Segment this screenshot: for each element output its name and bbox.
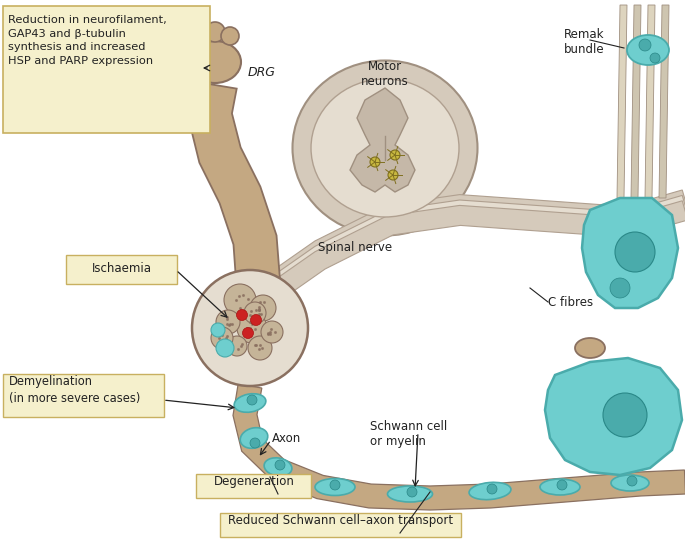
Circle shape <box>603 393 647 437</box>
Circle shape <box>247 395 257 405</box>
Ellipse shape <box>611 475 649 491</box>
Ellipse shape <box>469 482 511 500</box>
Circle shape <box>221 27 239 45</box>
Text: Axon: Axon <box>272 431 301 444</box>
Circle shape <box>248 336 272 360</box>
Circle shape <box>236 309 247 320</box>
Polygon shape <box>631 5 641 198</box>
Circle shape <box>615 232 655 272</box>
Ellipse shape <box>292 61 477 236</box>
Circle shape <box>388 170 398 180</box>
Text: Demyelination
(in more severe cases): Demyelination (in more severe cases) <box>9 375 140 405</box>
Circle shape <box>557 480 567 490</box>
Circle shape <box>237 313 267 343</box>
Circle shape <box>407 487 417 497</box>
Polygon shape <box>545 358 682 475</box>
Text: Degeneration: Degeneration <box>214 475 295 488</box>
Ellipse shape <box>311 79 459 217</box>
Ellipse shape <box>240 428 268 448</box>
Circle shape <box>244 302 266 324</box>
Circle shape <box>650 53 660 63</box>
Ellipse shape <box>540 479 580 495</box>
Circle shape <box>191 29 209 47</box>
Circle shape <box>227 336 247 356</box>
Polygon shape <box>264 190 685 293</box>
Circle shape <box>250 438 260 448</box>
Polygon shape <box>264 195 685 298</box>
Circle shape <box>330 480 340 490</box>
FancyBboxPatch shape <box>3 6 210 133</box>
FancyBboxPatch shape <box>66 255 177 283</box>
Text: Reduction in neurofilament,
GAP43 and β-tubulin
synthesis and increased
HSP and : Reduction in neurofilament, GAP43 and β-… <box>8 15 166 66</box>
Circle shape <box>370 157 380 167</box>
Polygon shape <box>264 201 685 304</box>
Circle shape <box>224 284 256 316</box>
Ellipse shape <box>627 35 669 65</box>
Ellipse shape <box>189 41 241 83</box>
Text: Spinal nerve: Spinal nerve <box>318 242 392 255</box>
Circle shape <box>639 39 651 51</box>
FancyBboxPatch shape <box>197 474 312 498</box>
Text: C fibres: C fibres <box>548 295 593 308</box>
Polygon shape <box>645 5 655 198</box>
Circle shape <box>390 150 400 160</box>
Circle shape <box>242 327 253 339</box>
Circle shape <box>211 327 233 349</box>
FancyBboxPatch shape <box>3 373 164 416</box>
Circle shape <box>261 321 283 343</box>
Text: Reduced Schwann cell–axon transport: Reduced Schwann cell–axon transport <box>228 514 453 527</box>
Text: DRG: DRG <box>248 66 276 79</box>
Ellipse shape <box>575 338 605 358</box>
Polygon shape <box>188 81 280 304</box>
Polygon shape <box>582 198 678 308</box>
Circle shape <box>216 339 234 357</box>
Circle shape <box>216 310 240 334</box>
Circle shape <box>192 270 308 386</box>
Circle shape <box>205 22 225 42</box>
Circle shape <box>211 323 225 337</box>
Circle shape <box>487 484 497 494</box>
Text: Ischaemia: Ischaemia <box>92 262 152 275</box>
Circle shape <box>250 295 276 321</box>
Text: Schwann cell
or myelin: Schwann cell or myelin <box>370 420 447 448</box>
Polygon shape <box>659 5 669 198</box>
Text: Remak
bundle: Remak bundle <box>564 28 605 56</box>
Text: Motor
neurons: Motor neurons <box>361 60 409 88</box>
Circle shape <box>610 278 630 298</box>
FancyBboxPatch shape <box>221 513 462 537</box>
Circle shape <box>627 476 637 486</box>
Circle shape <box>251 314 262 326</box>
Circle shape <box>275 460 285 470</box>
Ellipse shape <box>388 486 432 502</box>
Polygon shape <box>350 88 415 192</box>
Ellipse shape <box>264 458 292 476</box>
Ellipse shape <box>315 479 355 495</box>
Polygon shape <box>233 384 685 510</box>
Polygon shape <box>617 5 627 198</box>
Ellipse shape <box>234 393 266 412</box>
